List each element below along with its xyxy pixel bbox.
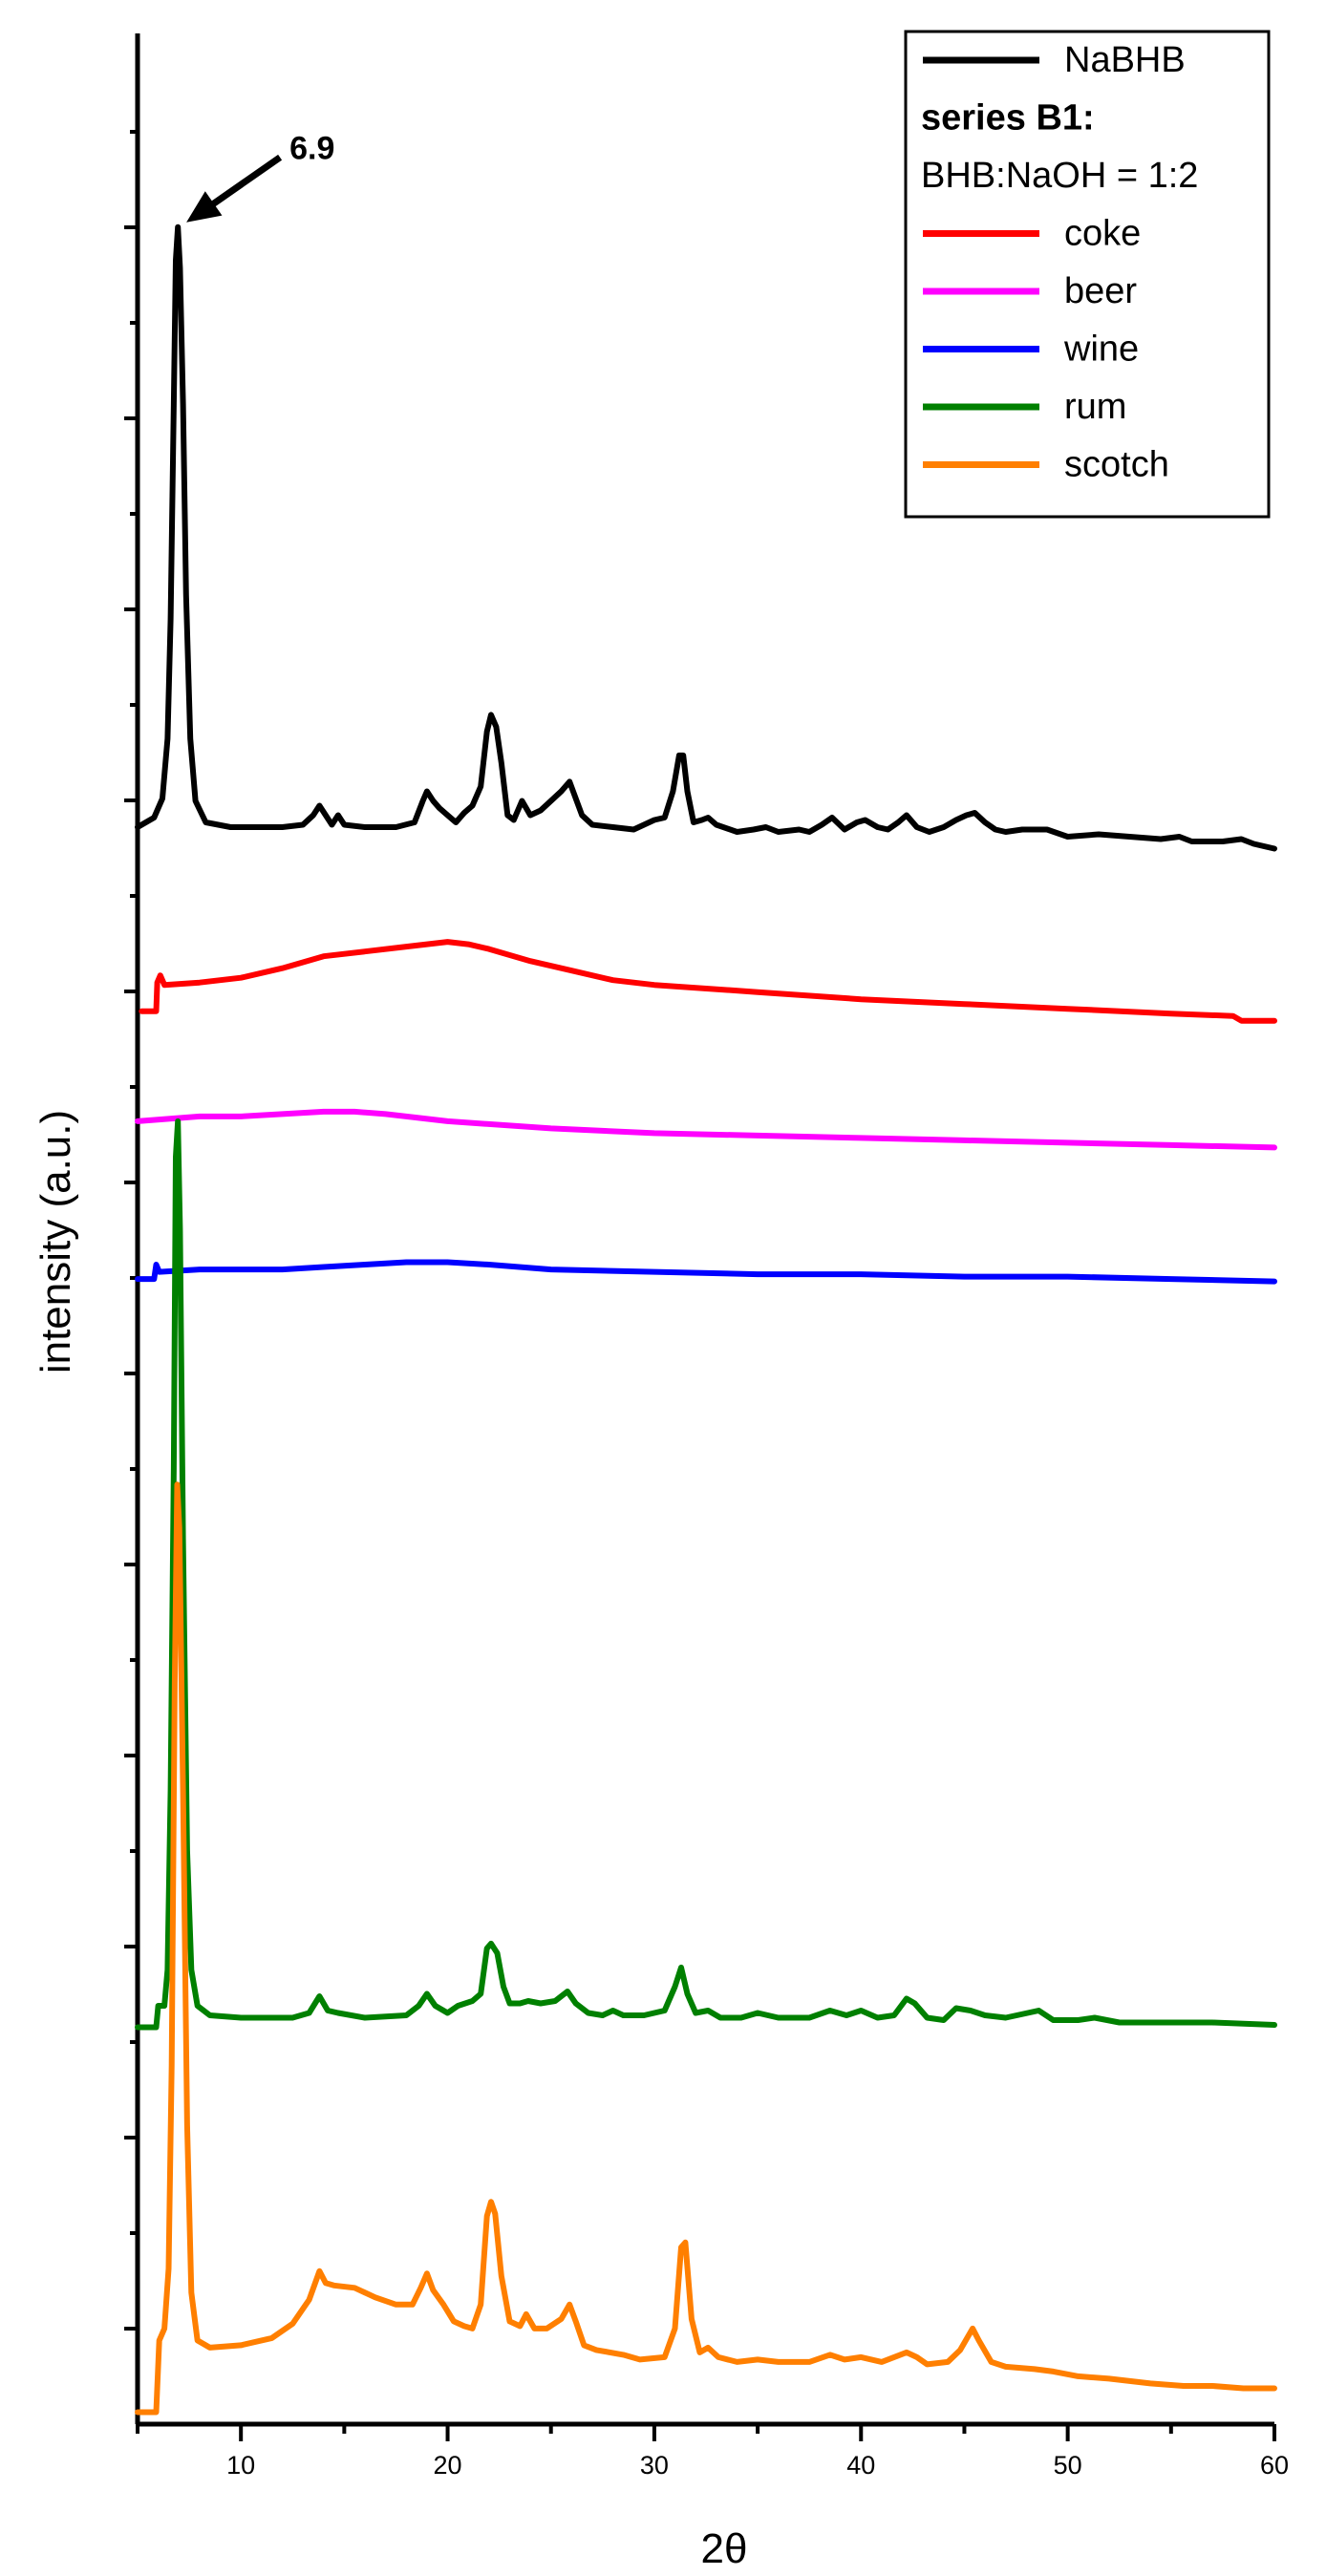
annotation: 6.9	[186, 131, 334, 223]
series-line-beer	[135, 1108, 1277, 1151]
legend-heading: series B1:	[921, 98, 1095, 138]
legend-box	[904, 30, 1271, 519]
y-axis-label: intensity (a.u.)	[32, 1110, 79, 1373]
series-line-coke	[139, 939, 1277, 1024]
x-tick-label: 50	[1054, 2451, 1082, 2480]
legend-label: rum	[1064, 387, 1126, 427]
x-tick-label: 20	[434, 2451, 462, 2480]
annotation-peak-label: 6.9	[289, 131, 334, 167]
series-line-rum	[135, 1118, 1277, 2031]
annotation-arrow-shaft	[205, 154, 283, 211]
legend-label: scotch	[1064, 445, 1169, 485]
annotation-arrow-head	[186, 191, 223, 223]
series-line-nabhb	[135, 224, 1277, 852]
legend-subheading: BHB:NaOH = 1:2	[921, 156, 1198, 196]
legend-label: NaBHB	[1064, 40, 1186, 80]
x-tick-label: 30	[640, 2451, 669, 2480]
legend-label: coke	[1064, 214, 1141, 254]
legend: NaBHB series B1: BHB:NaOH = 1:2 coke beer win…	[904, 30, 1271, 519]
series-line-scotch	[135, 1481, 1277, 2416]
plot-area	[135, 224, 1277, 2416]
series-line-wine	[135, 1259, 1277, 1285]
x-axis-label: 2θ	[701, 2525, 748, 2572]
x-tick-label: 40	[846, 2451, 875, 2480]
legend-label: beer	[1064, 271, 1137, 311]
x-tick-label: 60	[1260, 2451, 1289, 2480]
x-tick-label: 10	[226, 2451, 255, 2480]
legend-label: wine	[1063, 330, 1139, 370]
